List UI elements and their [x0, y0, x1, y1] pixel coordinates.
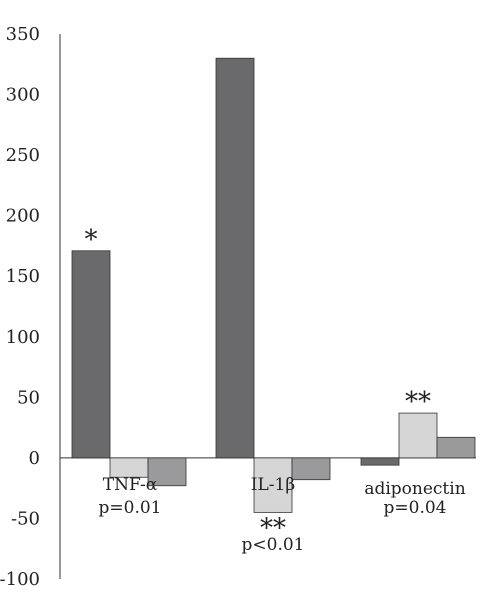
bar: [71, 250, 111, 459]
bar: [215, 57, 255, 459]
bar: [147, 457, 187, 487]
category-label: adiponectin: [364, 479, 465, 499]
p-value-label: p=0.01: [99, 498, 162, 518]
bar: [436, 436, 476, 459]
y-tick-label: 0: [29, 448, 40, 469]
y-tick-label: 250: [6, 145, 40, 166]
bar: [291, 457, 331, 481]
y-tick-label: -50: [11, 508, 40, 529]
significance-markers: *****: [85, 225, 432, 544]
y-tick-label: -100: [0, 569, 40, 590]
p-value-label: p=0.04: [384, 498, 447, 518]
y-tick-label: 100: [6, 327, 40, 348]
significance-marker: **: [260, 513, 286, 543]
y-tick-label: 150: [6, 266, 40, 287]
significance-marker: *: [85, 225, 98, 255]
bar: [253, 457, 293, 513]
y-tick-label: 350: [6, 24, 40, 45]
p-value-label: p<0.01: [242, 535, 305, 555]
significance-marker: **: [405, 387, 431, 417]
category-label: IL-1β: [251, 475, 295, 495]
bars: [71, 57, 476, 513]
y-tick-label: 300: [6, 85, 40, 106]
y-tick-label: 200: [6, 206, 40, 227]
bar: [398, 412, 438, 459]
category-label: TNF-α: [103, 475, 158, 495]
bar: [360, 457, 400, 466]
y-tick-label: 50: [17, 387, 40, 408]
